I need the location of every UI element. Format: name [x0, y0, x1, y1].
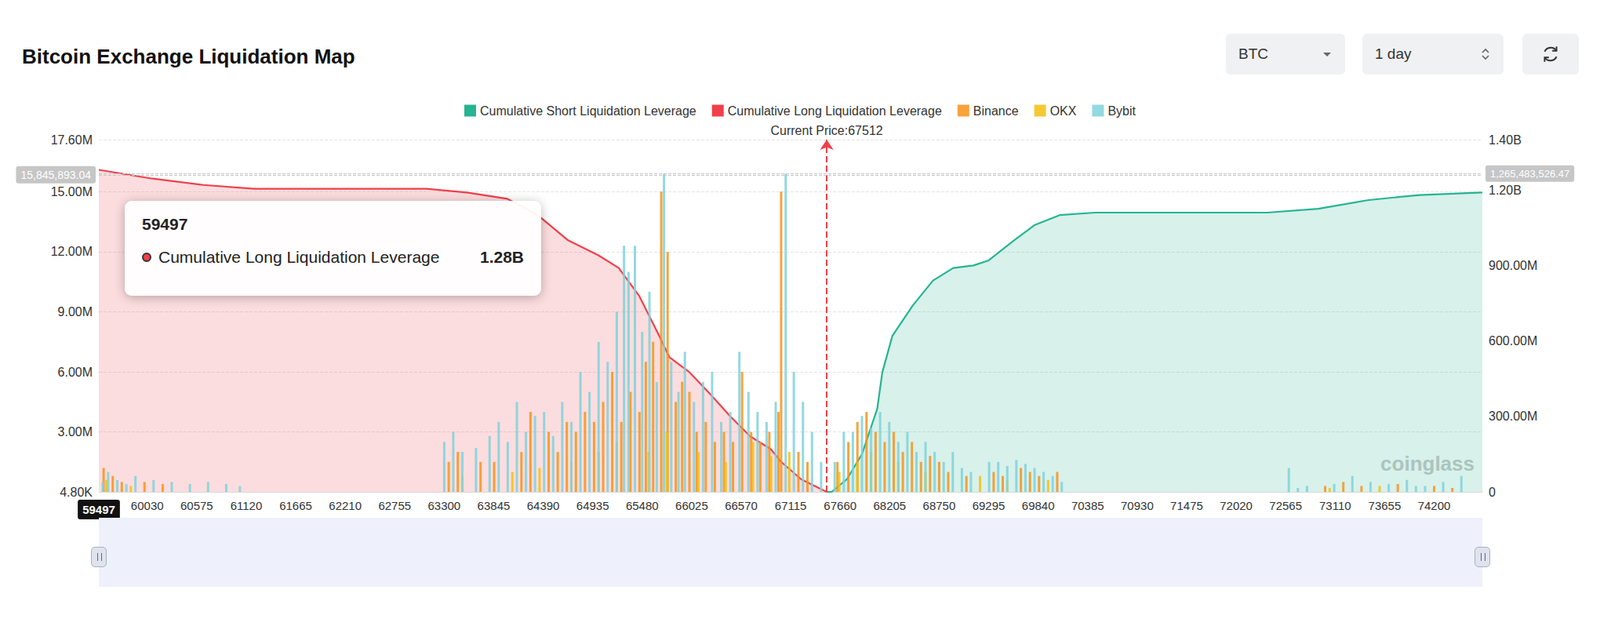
svg-text:70385: 70385 — [1071, 498, 1105, 513]
svg-text:Current Price:67512: Current Price:67512 — [770, 123, 883, 138]
svg-text:60575: 60575 — [180, 498, 214, 513]
svg-text:64935: 64935 — [576, 498, 610, 513]
svg-text:Bybit: Bybit — [1107, 104, 1136, 118]
svg-text:69840: 69840 — [1021, 498, 1055, 513]
svg-text:600.00M: 600.00M — [1488, 334, 1538, 348]
svg-text:62210: 62210 — [328, 498, 362, 513]
svg-text:61665: 61665 — [279, 498, 313, 513]
svg-text:300.00M: 300.00M — [1488, 409, 1538, 423]
svg-text:900.00M: 900.00M — [1488, 258, 1538, 273]
svg-text:65480: 65480 — [625, 498, 659, 513]
svg-text:15,845,893.04: 15,845,893.04 — [20, 168, 91, 182]
svg-text:73110: 73110 — [1319, 498, 1352, 513]
svg-text:67115: 67115 — [774, 498, 808, 513]
svg-text:1,265,483,526.47: 1,265,483,526.47 — [1490, 167, 1570, 180]
svg-text:70930: 70930 — [1120, 498, 1154, 513]
html-text:59497: 59497 — [141, 214, 188, 233]
svg-text:69295: 69295 — [972, 498, 1006, 513]
svg-text:4.80K: 4.80K — [59, 485, 93, 499]
svg-text:15.00M: 15.00M — [50, 185, 93, 199]
html-text:1.28B: 1.28B — [480, 247, 524, 266]
svg-text:71475: 71475 — [1170, 498, 1204, 513]
svg-text:63300: 63300 — [428, 498, 462, 513]
svg-text:63845: 63845 — [477, 498, 511, 513]
svg-text:64390: 64390 — [527, 498, 560, 513]
svg-text:1.40B: 1.40B — [1488, 133, 1522, 147]
svg-text:6.00M: 6.00M — [58, 365, 93, 379]
html-text:Cumulative Long Liquidation Le: Cumulative Long Liquidation Leverage — [158, 247, 440, 266]
svg-text:17.60M: 17.60M — [50, 133, 93, 147]
svg-text:73655: 73655 — [1368, 498, 1402, 513]
svg-text:3.00M: 3.00M — [58, 425, 93, 439]
svg-text:62755: 62755 — [378, 498, 411, 513]
svg-text:12.00M: 12.00M — [50, 244, 93, 259]
html-text:BTC: BTC — [1238, 45, 1269, 62]
svg-text:Binance: Binance — [973, 104, 1019, 118]
svg-text:1.20B: 1.20B — [1488, 183, 1522, 197]
svg-text:0: 0 — [1488, 485, 1496, 499]
html-text:1 day: 1 day — [1374, 45, 1412, 62]
svg-text:9.00M: 9.00M — [58, 305, 93, 319]
svg-text:68205: 68205 — [872, 498, 906, 513]
svg-text:OKX: OKX — [1050, 104, 1077, 118]
svg-text:60030: 60030 — [130, 498, 164, 513]
svg-text:74200: 74200 — [1418, 498, 1451, 513]
svg-text:Cumulative Short Liquidation L: Cumulative Short Liquidation Leverage — [480, 104, 697, 118]
svg-text:Bitcoin Exchange Liquidation M: Bitcoin Exchange Liquidation Map — [21, 44, 356, 69]
svg-text:66570: 66570 — [724, 498, 758, 513]
svg-text:66025: 66025 — [675, 498, 709, 513]
svg-text:67660: 67660 — [823, 498, 857, 513]
svg-text:Cumulative Long Liquidation Le: Cumulative Long Liquidation Leverage — [727, 104, 942, 118]
svg-text:72565: 72565 — [1269, 498, 1302, 513]
svg-text:68750: 68750 — [923, 498, 957, 513]
svg-text:59497: 59497 — [82, 502, 116, 517]
svg-text:72020: 72020 — [1219, 498, 1253, 513]
svg-text:61120: 61120 — [230, 498, 263, 513]
